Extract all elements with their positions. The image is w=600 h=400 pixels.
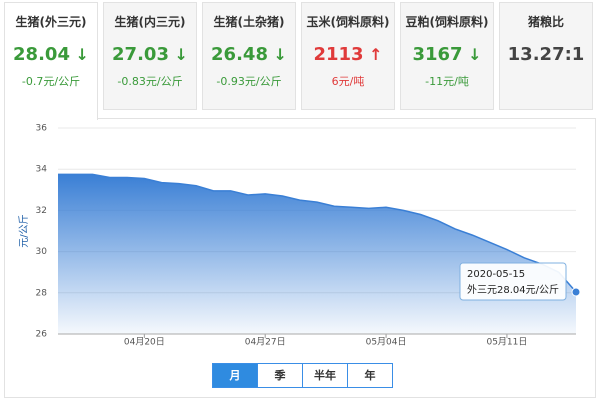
trend-arrow: ↑ — [363, 45, 383, 64]
period-button[interactable]: 季 — [257, 364, 302, 387]
value-text: 28.04 — [13, 44, 70, 65]
x-tick-label: 04月27日 — [245, 337, 286, 348]
tooltip-text: 外三元28.04元/公斤 — [467, 284, 559, 296]
trend-arrow: ↓ — [267, 45, 287, 64]
price-card[interactable]: 生猪(外三元) 28.04 ↓ -0.7元/公斤 — [4, 2, 98, 120]
card-change: 6元/吨 — [331, 75, 365, 88]
card-value: 26.48 ↓ — [203, 44, 295, 65]
value-text: 2113 — [313, 44, 364, 65]
y-tick-label: 36 — [36, 124, 48, 134]
value-text: 3167 — [412, 44, 463, 65]
tooltip-date: 2020-05-15 — [467, 269, 525, 280]
period-buttons: 月季半年年 — [212, 363, 393, 388]
price-card[interactable]: 玉米(饲料原料) 2113 ↑ 6元/吨 — [301, 2, 395, 110]
y-tick-label: 26 — [36, 330, 48, 340]
price-card[interactable]: 猪粮比 13.27:1 — [499, 2, 593, 110]
card-title: 玉米(饲料原料) — [306, 15, 390, 29]
value-text: 13.27:1 — [507, 44, 585, 65]
trend-arrow: ↓ — [168, 45, 188, 64]
card-value: 27.03 ↓ — [104, 44, 196, 65]
point — [571, 287, 581, 297]
y-tick-label: 32 — [36, 206, 47, 216]
card-value: 13.27:1 — [500, 44, 592, 65]
card-change: -11元/吨 — [425, 75, 469, 88]
y-tick-label: 30 — [36, 247, 48, 257]
x-tick-label: 05月04日 — [366, 337, 407, 348]
area — [58, 174, 576, 334]
chart-panel — [4, 118, 596, 398]
value-text: 27.03 — [112, 44, 169, 65]
card-change: -0.93元/公斤 — [216, 75, 282, 88]
period-button[interactable]: 年 — [347, 364, 392, 387]
tooltip: 2020-05-15 外三元28.04元/公斤 — [459, 262, 567, 301]
card-title: 生猪(内三元) — [114, 15, 186, 29]
card-change: -0.7元/公斤 — [21, 75, 81, 88]
x-tick-label: 05月11日 — [486, 337, 527, 348]
line — [58, 173, 577, 293]
period-button[interactable]: 半年 — [302, 364, 347, 387]
card-title: 豆粕(饲料原料) — [405, 15, 489, 29]
y-tick-label: 28 — [36, 288, 48, 298]
card-title: 猪粮比 — [527, 15, 564, 29]
value-text: 26.48 — [211, 44, 268, 65]
y-axis-label: 元/公斤 — [18, 214, 30, 247]
price-card[interactable]: 生猪(内三元) 27.03 ↓ -0.83元/公斤 — [103, 2, 197, 110]
card-title: 生猪(土杂猪) — [213, 15, 285, 29]
tooltip-box — [459, 262, 567, 301]
price-card[interactable]: 生猪(土杂猪) 26.48 ↓ -0.93元/公斤 — [202, 2, 296, 110]
y-tick-label: 34 — [36, 165, 48, 175]
card-value: 2113 ↑ — [302, 44, 394, 65]
trend-arrow: ↓ — [69, 45, 89, 64]
card-value: 28.04 ↓ — [5, 44, 97, 65]
x-tick-label: 04月20日 — [124, 337, 165, 348]
card-value: 3167 ↓ — [401, 44, 493, 65]
price-card[interactable]: 豆粕(饲料原料) 3167 ↓ -11元/吨 — [400, 2, 494, 110]
card-title: 生猪(外三元) — [15, 15, 87, 29]
card-change: -0.83元/公斤 — [117, 75, 183, 88]
period-button[interactable]: 月 — [213, 364, 257, 387]
trend-arrow: ↓ — [462, 45, 482, 64]
